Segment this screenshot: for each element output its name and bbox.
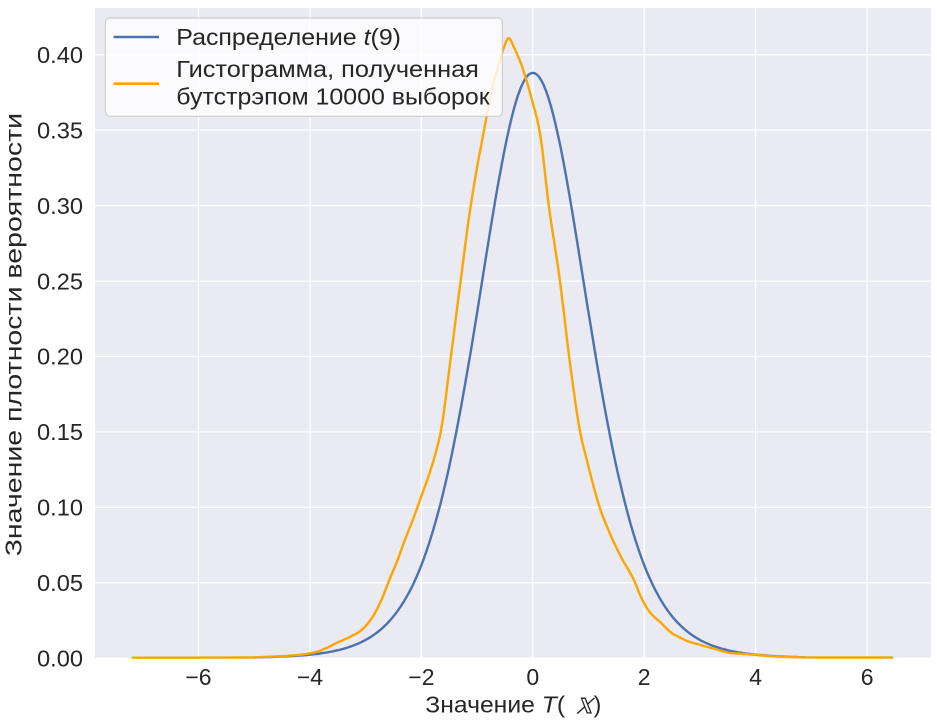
svg-text:−4: −4 (297, 664, 323, 690)
svg-text:0.15: 0.15 (37, 419, 83, 445)
svg-text:0.10: 0.10 (37, 495, 83, 521)
svg-text:0.40: 0.40 (37, 42, 83, 68)
svg-text:Значение T(: Значение T( (425, 691, 565, 717)
svg-text:Распределение t(9): Распределение t(9) (176, 24, 401, 50)
svg-text:0.20: 0.20 (37, 344, 83, 370)
svg-text:0.00: 0.00 (37, 645, 83, 671)
svg-text:бутстрэпом 10000 выборок: бутстрэпом 10000 выборок (176, 83, 490, 109)
svg-text:0: 0 (526, 664, 539, 690)
svg-text:−2: −2 (408, 664, 434, 690)
svg-text:2: 2 (638, 664, 651, 690)
svg-text:0.35: 0.35 (37, 117, 83, 143)
svg-text:Гистограмма, полученная: Гистограмма, полученная (176, 56, 479, 82)
svg-text:−6: −6 (185, 664, 211, 690)
svg-text:0.30: 0.30 (37, 193, 83, 219)
svg-text:): ) (594, 691, 602, 717)
svg-text:4: 4 (749, 664, 762, 690)
svg-text:6: 6 (861, 664, 874, 690)
svg-text:Значение плотности вероятности: Значение плотности вероятности (1, 113, 27, 556)
svg-text:0.25: 0.25 (37, 268, 83, 294)
svg-text:0.05: 0.05 (37, 570, 83, 596)
